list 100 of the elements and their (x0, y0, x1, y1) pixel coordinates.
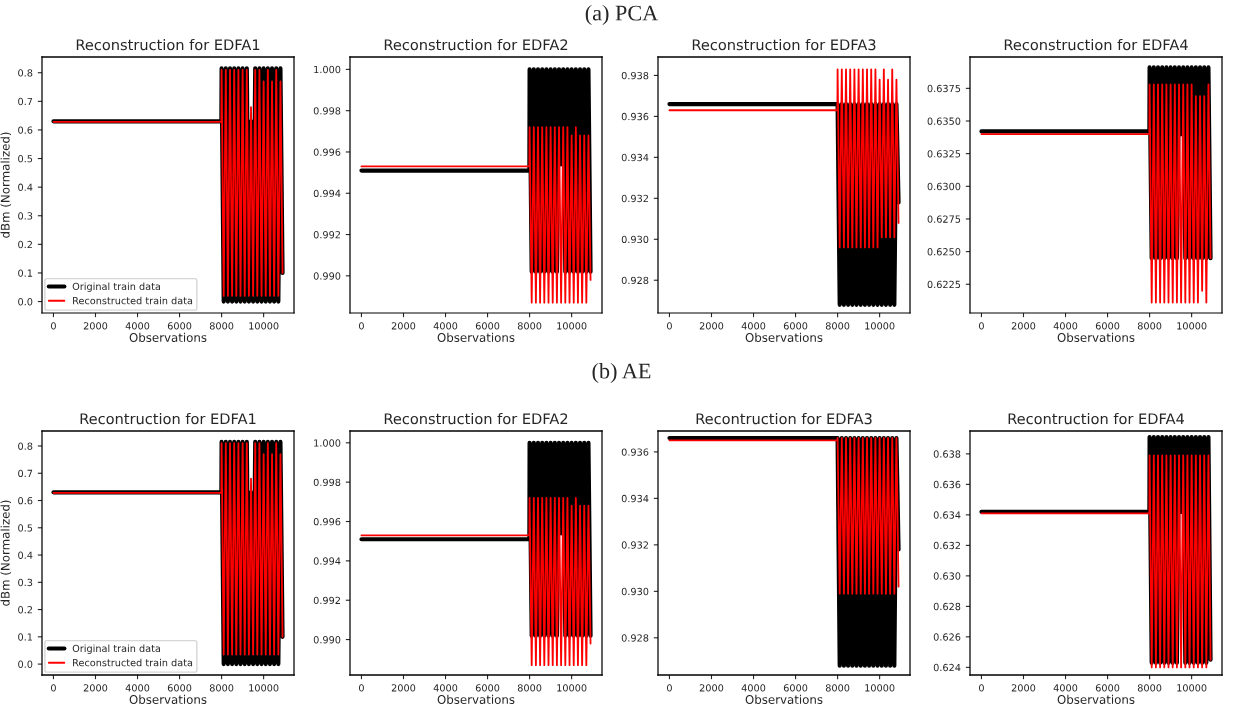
y-tick-label: 0.2 (18, 606, 32, 614)
line-series (668, 68, 900, 249)
x-tick-label: 8000 (1137, 684, 1162, 692)
y-tick-label: 0.8 (18, 69, 33, 77)
x-tick-label: 0 (667, 684, 672, 692)
y-axis-title: dBm (Normalized) (0, 132, 12, 238)
y-tick-label: 0.990 (313, 272, 341, 280)
x-tick-label: 10000 (557, 684, 587, 692)
x-tick-label: 0 (979, 322, 984, 330)
y-tick-label: 1.000 (314, 65, 341, 74)
chart-title: Reconstruction for EDFA4 (1004, 38, 1188, 51)
y-tick-label: 0.8 (18, 442, 33, 450)
chart-title: Reconstruction for EDFA2 (384, 38, 568, 51)
x-tick-label: 2000 (391, 322, 416, 330)
x-tick-label: 6000 (475, 322, 500, 330)
x-axis-title: Observations (1057, 332, 1135, 342)
y-tick-label: 0.7 (18, 97, 33, 106)
x-tick-label: 6000 (167, 322, 192, 330)
y-tick-label: 0.3 (18, 212, 33, 220)
y-tick-label: 0.6 (18, 126, 33, 134)
x-tick-label: 4000 (433, 322, 458, 330)
y-tick-label: 0.626 (933, 633, 961, 641)
y-tick-label: 0.4 (18, 551, 33, 559)
y-tick-label: 0.624 (933, 663, 961, 672)
y-tick-label: 0.5 (18, 524, 33, 532)
x-tick-label: 4000 (1053, 684, 1078, 692)
line-series (668, 437, 900, 595)
y-tick-label: 0.994 (313, 189, 341, 198)
y-tick-label: 0.998 (313, 478, 341, 486)
chart-title: Recontruction for EDFA1 (80, 412, 256, 425)
x-tick-label: 0 (359, 322, 364, 330)
y-tick-label: 0.3 (18, 578, 33, 587)
x-tick-label: 6000 (475, 684, 500, 692)
x-tick-label: 4000 (741, 322, 766, 330)
x-tick-label: 6000 (167, 684, 192, 692)
line-series (360, 496, 592, 667)
x-tick-label: 10000 (865, 684, 895, 692)
y-tick-label: 0.7 (18, 469, 33, 478)
y-tick-label: 0.6250 (927, 248, 961, 256)
legend-label: Reconstructed train data (73, 296, 193, 305)
x-axis-title: Observations (129, 694, 207, 704)
x-tick-label: 4000 (125, 322, 150, 330)
line-series (980, 83, 1212, 304)
x-tick-label: 0 (51, 684, 56, 692)
x-tick-label: 4000 (433, 684, 458, 692)
x-tick-label: 2000 (699, 684, 724, 692)
x-tick-label: 0 (979, 684, 984, 692)
x-tick-label: 0 (51, 322, 56, 330)
y-tick-label: 0.632 (933, 541, 960, 550)
x-tick-label: 8000 (825, 322, 850, 330)
x-tick-label: 10000 (1177, 684, 1207, 692)
y-tick-label: 0.928 (621, 634, 649, 642)
x-tick-label: 0 (359, 684, 364, 692)
y-tick-label: 0.990 (313, 636, 341, 644)
y-tick-label: 0.0 (18, 298, 33, 306)
y-tick-label: 0.936 (621, 112, 649, 121)
y-tick-label: 0.636 (933, 480, 961, 489)
x-tick-label: 10000 (1177, 322, 1207, 330)
legend-label: Original train data (72, 644, 161, 654)
y-tick-label: 0.638 (933, 450, 961, 458)
x-tick-label: 10000 (557, 322, 587, 330)
chart-title: Recontruction for EDFA4 (1008, 412, 1184, 425)
x-tick-label: 10000 (865, 322, 895, 330)
x-axis-title: Observations (437, 332, 515, 342)
x-tick-label: 6000 (783, 322, 808, 330)
y-tick-label: 0.934 (621, 153, 649, 162)
legend-label: Original train data (72, 282, 161, 292)
x-tick-label: 2000 (83, 322, 108, 330)
x-tick-label: 6000 (1095, 684, 1120, 692)
x-tick-label: 8000 (209, 322, 234, 330)
y-tick-label: 0.630 (933, 572, 961, 580)
y-tick-label: 0.634 (933, 511, 961, 519)
y-tick-label: 0.6375 (927, 84, 961, 93)
x-tick-label: 2000 (1011, 322, 1036, 330)
y-tick-label: 0.6300 (927, 182, 961, 191)
x-tick-label: 4000 (125, 684, 150, 692)
y-tick-label: 0.6275 (927, 215, 961, 223)
x-tick-label: 6000 (783, 684, 808, 692)
x-tick-label: 8000 (517, 322, 542, 330)
y-tick-label: 0.1 (18, 269, 33, 277)
x-axis-title: Observations (745, 332, 823, 342)
x-tick-label: 10000 (249, 684, 279, 692)
y-tick-label: 1.000 (314, 439, 341, 447)
y-tick-label: 0.928 (621, 276, 649, 285)
y-tick-label: 0.932 (621, 541, 648, 549)
y-tick-label: 0.6225 (927, 280, 961, 289)
x-tick-label: 4000 (741, 684, 766, 692)
y-tick-label: 0.998 (313, 107, 341, 115)
chart-title: Recontruction for EDFA3 (696, 412, 872, 425)
y-tick-label: 0.4 (18, 183, 33, 191)
y-tick-label: 0.934 (621, 494, 649, 503)
text: (b) AE (592, 362, 651, 384)
chart-title: Reconstruction for EDFA1 (76, 38, 260, 51)
x-axis-title: Observations (1057, 694, 1135, 704)
x-tick-label: 0 (667, 322, 672, 330)
y-axis-title: dBm (Normalized) (0, 500, 12, 606)
y-tick-label: 0.6350 (927, 117, 961, 125)
x-axis-title: Observations (745, 694, 823, 704)
x-tick-label: 2000 (391, 684, 416, 692)
y-tick-label: 0.994 (313, 557, 341, 565)
